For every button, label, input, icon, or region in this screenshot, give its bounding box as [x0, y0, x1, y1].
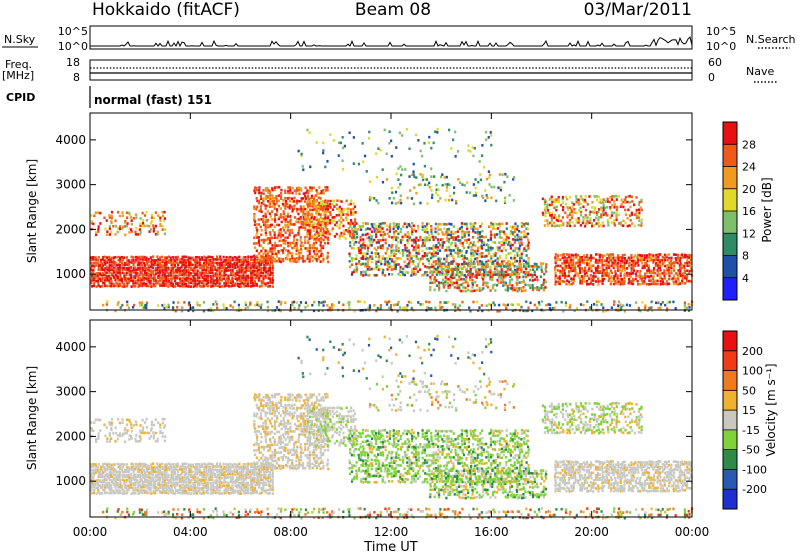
- nsearch-tick-bottom: 10^0: [706, 40, 736, 53]
- freq-strip: Freq. [MHz] 18 8 60 0 Nave: [2, 56, 778, 84]
- nave-label: Nave: [746, 65, 774, 78]
- freq-tick-bottom: 8: [73, 71, 80, 84]
- power-ylabel: Slant Range [km]: [25, 159, 39, 263]
- x-tick-label: 08:00: [273, 525, 308, 539]
- y-tick-label: 4000: [55, 133, 86, 147]
- colorbar-tick-label: -100: [742, 463, 767, 476]
- colorbar-tick-label: 8: [742, 250, 749, 263]
- nsky-tick-bottom: 10^0: [58, 40, 88, 53]
- colorbar-swatch: [723, 449, 737, 470]
- date-title: 03/Mar/2011: [584, 0, 692, 20]
- x-tick-label: 04:00: [173, 525, 208, 539]
- colorbar-swatch: [723, 211, 737, 234]
- colorbar-tick-label: -200: [742, 483, 767, 496]
- nsearch-label: N.Search: [746, 33, 796, 46]
- colorbar-tick-label: 28: [742, 138, 756, 151]
- colorbar-swatch: [723, 370, 737, 391]
- cpid-text: normal (fast) 151: [94, 93, 212, 107]
- velocity-scatter-cells: [90, 334, 694, 520]
- velocity-axis-ticks: 1000 2000 3000 4000: [55, 320, 693, 517]
- nsearch-tick-top: 10^5: [706, 25, 736, 38]
- beam-title: Beam 08: [355, 0, 431, 20]
- y-tick-label: 3000: [55, 385, 86, 399]
- power-axis-ticks: 1000 2000 3000 4000: [55, 113, 693, 310]
- nsky-label: N.Sky: [4, 33, 36, 46]
- x-tick-label: 12:00: [374, 525, 409, 539]
- colorbar-swatch: [723, 188, 737, 212]
- colorbar-tick-label: 24: [742, 161, 756, 174]
- colorbar-tick-label: 4: [742, 272, 749, 285]
- y-tick-label: 2000: [55, 222, 86, 236]
- time-axis-labels: 00:00 04:00 08:00 12:00 16:00 20:00 00:00: [73, 525, 710, 539]
- colorbar-swatch: [723, 469, 737, 490]
- colorbar-tick-label: -15: [742, 424, 760, 437]
- colorbar-tick-label: 12: [742, 227, 756, 240]
- power-scatter-cells: [90, 127, 694, 313]
- x-tick-label: 20:00: [574, 525, 609, 539]
- colorbar-swatch: [723, 331, 737, 352]
- x-tick-label: 00:00: [675, 525, 710, 539]
- velocity-colorbar: 200 100 50 15 -15 -50 -100 -200: [722, 330, 767, 510]
- x-tick-label: 16:00: [474, 525, 509, 539]
- freq-tick-top: 18: [66, 56, 80, 69]
- colorbar-swatch: [723, 277, 737, 301]
- colorbar-swatch: [723, 489, 737, 510]
- cpid-label: CPID: [6, 91, 35, 104]
- colorbar-swatch: [723, 350, 737, 372]
- y-tick-label: 2000: [55, 429, 86, 443]
- nave-tick-bottom: 0: [708, 71, 715, 84]
- colorbar-swatch: [723, 390, 737, 411]
- colorbar-swatch: [723, 429, 737, 451]
- nave-tick-top: 60: [708, 56, 722, 69]
- colorbar-tick-label: 15: [742, 404, 756, 417]
- nsky-strip: N.Sky 10^5 10^0 10^5 10^0 N.Search: [2, 25, 796, 53]
- colorbar-swatch: [723, 233, 737, 256]
- power-panel: 1000 2000 3000 4000 Slant Range [km]: [25, 112, 694, 313]
- nsky-tick-top: 10^5: [58, 25, 88, 38]
- colorbar-swatch: [723, 410, 737, 431]
- y-tick-label: 4000: [55, 340, 86, 354]
- nsky-trace: [90, 36, 693, 48]
- colorbar-tick-label: 16: [742, 205, 756, 218]
- y-tick-label: 1000: [55, 267, 86, 281]
- colorbar-tick-label: 200: [742, 345, 763, 358]
- velocity-panel: 1000 2000 3000 4000 Slant Range [km]: [25, 319, 694, 520]
- power-colorbar-label: Power [dB]: [760, 177, 774, 242]
- colorbar-swatch: [723, 144, 737, 167]
- colorbar-swatch: [723, 166, 737, 190]
- colorbar-tick-label: -50: [742, 444, 760, 457]
- velocity-colorbar-label: Velocity [m s⁻¹]: [764, 363, 778, 456]
- colorbar-swatch: [723, 122, 737, 145]
- time-axis-title: Time UT: [363, 540, 417, 554]
- colorbar-tick-label: 20: [742, 183, 756, 196]
- velocity-ylabel: Slant Range [km]: [25, 366, 39, 470]
- colorbar-tick-label: 100: [742, 365, 763, 378]
- cpid-strip: CPID normal (fast) 151: [6, 86, 212, 108]
- y-tick-label: 3000: [55, 178, 86, 192]
- freq-unit: [MHz]: [2, 69, 34, 82]
- station-title: Hokkaido (fitACF): [92, 0, 240, 20]
- y-tick-label: 1000: [55, 474, 86, 488]
- freq-label: Freq.: [5, 58, 32, 71]
- power-colorbar: 4 8 12 16 20 24 28: [722, 121, 756, 301]
- colorbar-tick-label: 50: [742, 384, 756, 397]
- colorbar-swatch: [723, 255, 737, 279]
- x-tick-label: 00:00: [73, 525, 108, 539]
